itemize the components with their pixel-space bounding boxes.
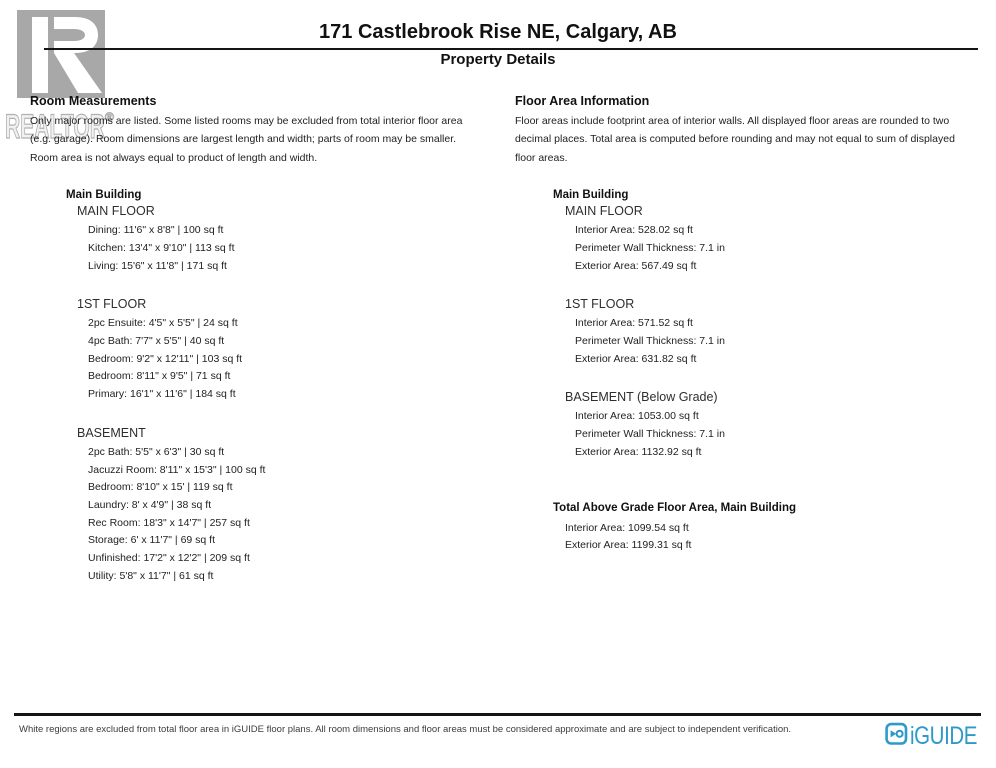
- room-measurement-item: Bedroom: 8'10" x 15' | 119 sq ft: [88, 481, 233, 494]
- page-subtitle: Property Details: [440, 51, 556, 68]
- floor-stat-item: Perimeter Wall Thickness: 7.1 in: [575, 241, 725, 254]
- room-measurements-description: Only major rooms are listed. Some listed…: [30, 115, 463, 164]
- total-floor-area-heading: Total Above Grade Floor Area, Main Build…: [553, 501, 797, 514]
- floor-area-building-heading: Main Building: [553, 189, 629, 202]
- floor-stat-item: Exterior Area: 631.82 sq ft: [575, 352, 697, 365]
- room-measurement-item: Primary: 16'1" x 11'6" | 184 sq ft: [88, 388, 236, 401]
- iguide-logo-text: iGUIDE: [910, 722, 978, 750]
- room-measurement-item: Rec Room: 18'3" x 14'7" | 257 sq ft: [88, 516, 250, 529]
- floor-stat-item: Exterior Area: 567.49 sq ft: [575, 259, 697, 272]
- room-measurement-item: Kitchen: 13'4" x 9'10" | 113 sq ft: [88, 241, 235, 254]
- room-measurement-item: 4pc Bath: 7'7" x 5'5" | 40 sq ft: [88, 335, 225, 348]
- floor-block-1st-floor: 1ST FLOOR 2pc Ensuite: 4'5" x 5'5" | 24 …: [77, 297, 500, 404]
- room-measurements-section: Room Measurements Only major rooms are l…: [30, 95, 500, 585]
- footer-divider: [14, 713, 981, 716]
- floor-stat-item: Perimeter Wall Thickness: 7.1 in: [575, 428, 725, 441]
- room-measurements-building-heading: Main Building: [66, 189, 142, 202]
- total-floor-area-stat: Interior Area: 1099.54 sq ft: [565, 521, 689, 534]
- floor-block-main-floor: MAIN FLOOR Dining: 11'6" x 8'8" | 100 sq…: [77, 204, 500, 275]
- floor-area-block-basement: BASEMENT (Below Grade) Interior Area: 10…: [565, 390, 985, 461]
- floor-stat-item: Exterior Area: 1132.92 sq ft: [575, 445, 702, 458]
- floor-name: BASEMENT (Below Grade): [565, 390, 718, 405]
- floor-stat-item: Interior Area: 528.02 sq ft: [575, 224, 693, 237]
- floor-name: MAIN FLOOR: [77, 204, 155, 219]
- room-measurements-heading: Room Measurements: [30, 94, 157, 108]
- floor-area-heading: Floor Area Information: [515, 94, 650, 108]
- floor-name: BASEMENT: [77, 425, 146, 440]
- room-measurement-item: Laundry: 8' x 4'9" | 38 sq ft: [88, 498, 212, 511]
- floor-area-block-1st-floor: 1ST FLOOR Interior Area: 571.52 sq ft Pe…: [565, 297, 985, 368]
- room-measurement-item: Storage: 6' x 11'7" | 69 sq ft: [88, 534, 216, 547]
- room-measurement-item: Unfinished: 17'2" x 12'2" | 209 sq ft: [88, 552, 250, 565]
- iguide-logo[interactable]: iGUIDE: [885, 722, 992, 751]
- room-measurement-item: Dining: 11'6" x 8'8" | 100 sq ft: [88, 224, 224, 237]
- floor-name: MAIN FLOOR: [565, 204, 643, 219]
- room-measurement-item: Jacuzzi Room: 8'11" x 15'3" | 100 sq ft: [88, 463, 266, 476]
- room-measurement-item: 2pc Ensuite: 4'5" x 5'5" | 24 sq ft: [88, 317, 238, 330]
- total-floor-area-stat: Exterior Area: 1199.31 sq ft: [565, 539, 692, 552]
- page-title: 171 Castlebrook Rise NE, Calgary, AB: [319, 21, 677, 43]
- floor-stat-item: Interior Area: 1053.00 sq ft: [575, 410, 699, 423]
- floor-block-basement: BASEMENT 2pc Bath: 5'5" x 6'3" | 30 sq f…: [77, 426, 500, 586]
- room-measurement-item: Living: 15'6" x 11'8" | 171 sq ft: [88, 259, 227, 272]
- room-measurement-item: 2pc Bath: 5'5" x 6'3" | 30 sq ft: [88, 445, 225, 458]
- room-measurement-item: Utility: 5'8" x 11'7" | 61 sq ft: [88, 569, 214, 582]
- floor-area-block-main-floor: MAIN FLOOR Interior Area: 528.02 sq ft P…: [565, 204, 985, 275]
- room-measurement-item: Bedroom: 8'11" x 9'5" | 71 sq ft: [88, 370, 231, 383]
- header-divider: [44, 48, 978, 50]
- floor-area-section: Floor Area Information Floor areas inclu…: [515, 95, 985, 555]
- total-floor-area-block: Total Above Grade Floor Area, Main Build…: [553, 502, 985, 555]
- floor-stat-item: Interior Area: 571.52 sq ft: [575, 317, 693, 330]
- footer-disclaimer: White regions are excluded from total fl…: [19, 724, 792, 735]
- room-measurement-item: Bedroom: 9'2" x 12'11" | 103 sq ft: [88, 352, 243, 365]
- floor-name: 1ST FLOOR: [565, 297, 635, 312]
- floor-stat-item: Perimeter Wall Thickness: 7.1 in: [575, 335, 725, 348]
- floor-name: 1ST FLOOR: [77, 297, 147, 312]
- floor-area-description: Floor areas include footprint area of in…: [515, 115, 955, 164]
- iguide-camera-icon: [885, 722, 908, 751]
